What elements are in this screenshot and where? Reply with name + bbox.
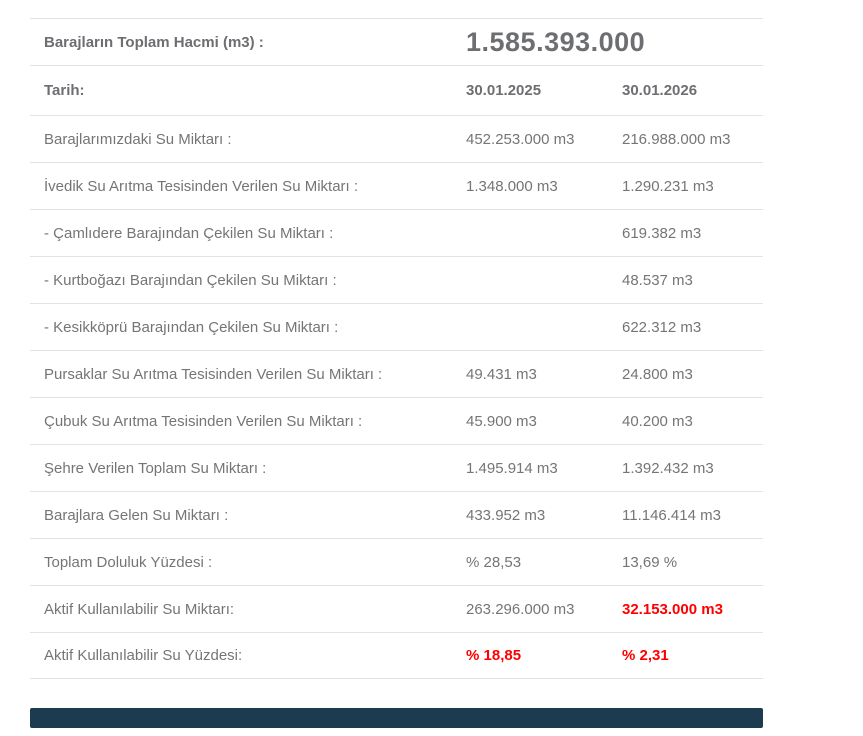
total-capacity-label: Barajların Toplam Hacmi (m3) : (44, 33, 264, 51)
row-value-2026: 622.312 m3 (622, 318, 702, 336)
row-value-2026: 24.800 m3 (622, 365, 693, 383)
table-row: Çubuk Su Arıtma Tesisinden Verilen Su Mi… (30, 397, 763, 444)
row-value-2025: 452.253.000 m3 (466, 130, 575, 148)
table-row: İvedik Su Arıtma Tesisinden Verilen Su M… (30, 162, 763, 209)
row-value-2026-alert: 32.153.000 m3 (622, 600, 723, 618)
table-row: - Kurtboğazı Barajından Çekilen Su Mikta… (30, 256, 763, 303)
table-row-active-usable-percent: Aktif Kullanılabilir Su Yüzdesi: % 18,85… (30, 632, 763, 679)
row-label: Toplam Doluluk Yüzdesi : (44, 553, 213, 571)
row-value-2025: 45.900 m3 (466, 412, 537, 430)
row-value-2025: 1.495.914 m3 (466, 459, 558, 477)
row-value-2026: 40.200 m3 (622, 412, 693, 430)
row-label: - Çamlıdere Barajından Çekilen Su Miktar… (44, 224, 334, 242)
row-label: Barajlarımızdaki Su Miktarı : (44, 130, 232, 148)
table-row: Barajlarımızdaki Su Miktarı : 452.253.00… (30, 115, 763, 162)
total-capacity-value: 1.585.393.000 (466, 26, 646, 57)
row-label: Aktif Kullanılabilir Su Miktarı: (44, 600, 235, 618)
row-label: Pursaklar Su Arıtma Tesisinden Verilen S… (44, 365, 383, 383)
date-column-2: 30.01.2026 (622, 82, 698, 99)
row-value-2026: 1.392.432 m3 (622, 459, 714, 477)
table-row: Şehre Verilen Toplam Su Miktarı : 1.495.… (30, 444, 763, 491)
date-header-row: Tarih: 30.01.2025 30.01.2026 (30, 65, 763, 115)
row-value-2025: 263.296.000 m3 (466, 600, 575, 618)
dam-water-data-table: Barajların Toplam Hacmi (m3) : 1.585.393… (30, 18, 763, 679)
table-row: Pursaklar Su Arıtma Tesisinden Verilen S… (30, 350, 763, 397)
row-value-2025: 433.952 m3 (466, 506, 546, 524)
row-label: Barajlara Gelen Su Miktarı : (44, 506, 229, 524)
row-value-2025: % 28,53 (466, 553, 522, 571)
footer-bar (30, 708, 763, 728)
row-label: Şehre Verilen Toplam Su Miktarı : (44, 459, 267, 477)
row-value-2026: 11.146.414 m3 (622, 506, 721, 524)
total-capacity-row: Barajların Toplam Hacmi (m3) : 1.585.393… (30, 18, 763, 65)
row-value-2026: 619.382 m3 (622, 224, 702, 242)
row-label: İvedik Su Arıtma Tesisinden Verilen Su M… (44, 177, 359, 195)
table-row: - Çamlıdere Barajından Çekilen Su Miktar… (30, 209, 763, 256)
table-row: - Kesikköprü Barajından Çekilen Su Mikta… (30, 303, 763, 350)
row-value-2026: 13,69 % (622, 553, 678, 571)
row-label: Çubuk Su Arıtma Tesisinden Verilen Su Mi… (44, 412, 363, 430)
row-value-2025-alert: % 18,85 (466, 647, 522, 664)
row-value-2025: 49.431 m3 (466, 365, 537, 383)
row-value-2026: 216.988.000 m3 (622, 130, 731, 148)
row-value-2026: 1.290.231 m3 (622, 177, 714, 195)
table-row: Barajlara Gelen Su Miktarı : 433.952 m3 … (30, 491, 763, 538)
date-label: Tarih: (44, 82, 85, 99)
row-label: - Kesikköprü Barajından Çekilen Su Mikta… (44, 318, 339, 336)
row-value-2026: 48.537 m3 (622, 271, 693, 289)
table-row-active-usable-amount: Aktif Kullanılabilir Su Miktarı: 263.296… (30, 585, 763, 632)
row-label: Aktif Kullanılabilir Su Yüzdesi: (44, 647, 243, 664)
date-column-1: 30.01.2025 (466, 82, 542, 99)
row-label: - Kurtboğazı Barajından Çekilen Su Mikta… (44, 271, 337, 289)
table-row: Toplam Doluluk Yüzdesi : % 28,53 13,69 % (30, 538, 763, 585)
row-value-2025: 1.348.000 m3 (466, 177, 558, 195)
row-value-2026-alert: % 2,31 (622, 647, 669, 664)
